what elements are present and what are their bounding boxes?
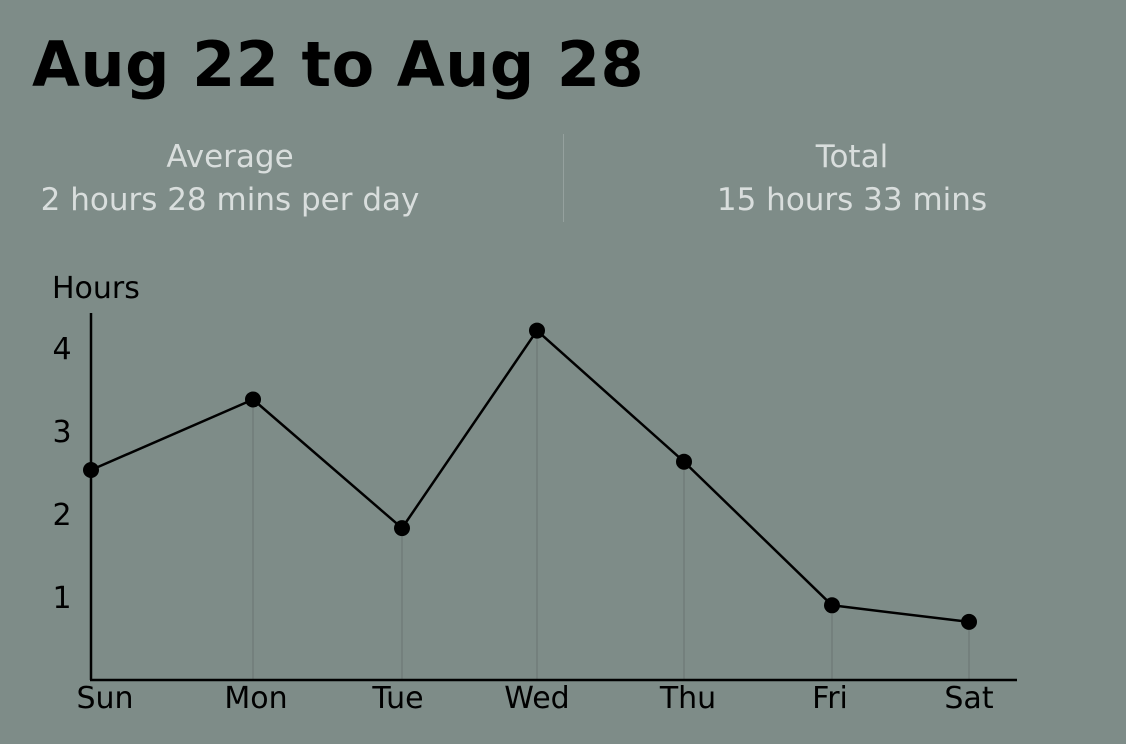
series-line — [90, 329, 970, 624]
data-point — [676, 453, 692, 470]
y-axis-label: Hours — [52, 271, 140, 306]
y-tick-labels: 1 2 3 4 — [52, 332, 71, 616]
x-tick-labels: Sun Mon Tue Wed Thu Fri Sat — [76, 681, 993, 716]
total-stat: Total 15 hours 33 mins — [632, 136, 1072, 222]
data-point — [824, 597, 840, 614]
x-tick-label: Wed — [504, 681, 569, 716]
total-value: 15 hours 33 mins — [716, 182, 988, 218]
data-point — [529, 322, 545, 339]
y-tick-label: 1 — [52, 581, 71, 616]
y-tick-label: 3 — [52, 415, 71, 450]
x-tick-label: Fri — [812, 681, 848, 716]
drop-lines — [252, 330, 970, 680]
x-tick-label: Tue — [371, 681, 423, 716]
data-point — [961, 613, 977, 630]
stat-divider — [563, 134, 564, 222]
data-points — [83, 322, 977, 630]
total-label: Total — [815, 139, 889, 175]
average-label: Average — [166, 139, 294, 175]
x-tick-label: Sat — [944, 681, 993, 716]
data-point — [394, 520, 410, 537]
x-tick-label: Thu — [659, 681, 716, 716]
average-value: 2 hours 28 mins per day — [40, 182, 420, 218]
y-tick-label: 2 — [52, 498, 71, 533]
x-tick-label: Sun — [76, 681, 133, 716]
page-title: Aug 22 to Aug 28 — [32, 28, 645, 101]
average-stat: Average 2 hours 28 mins per day — [20, 136, 440, 222]
y-tick-label: 4 — [52, 332, 71, 367]
x-tick-label: Mon — [224, 681, 287, 716]
data-point — [83, 462, 99, 479]
data-point — [245, 391, 261, 408]
